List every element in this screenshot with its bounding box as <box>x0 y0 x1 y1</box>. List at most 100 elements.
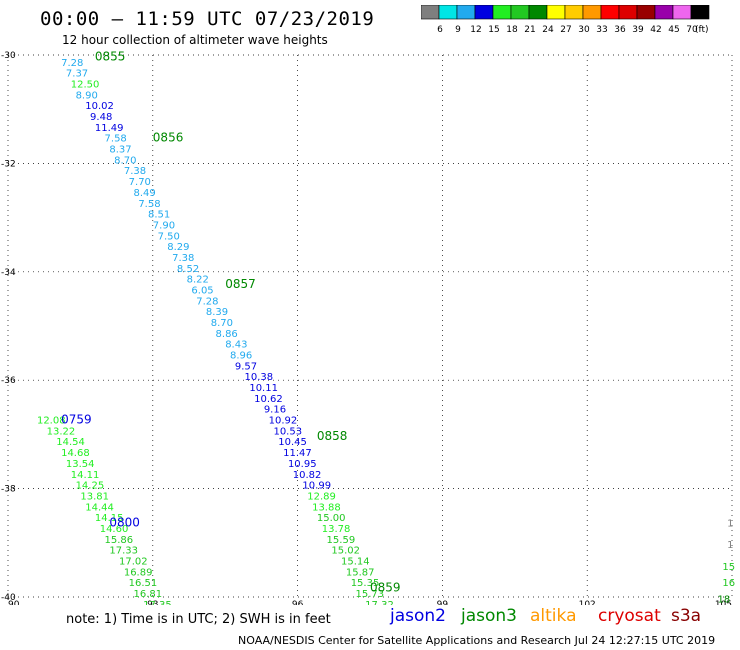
swh-value-jason2: 13.54 <box>66 459 95 470</box>
y-tick-label: -34 <box>1 268 16 278</box>
swh-value-jason3: 8.52 <box>177 264 199 275</box>
swh-value-jason3: 7.58 <box>138 199 160 210</box>
swh-value-jason3: 10.53 <box>273 426 302 437</box>
swh-value-jason3: 10.02 <box>85 101 114 112</box>
legend-label: 27 <box>560 25 571 35</box>
pass-time-label: 0857 <box>225 277 256 291</box>
swh-value-jason3: 7.28 <box>196 296 218 307</box>
swh-value-jason3: 15.00 <box>317 513 346 524</box>
legend-label: 70 <box>686 25 698 35</box>
swh-value-jason2: 12.08 <box>37 416 66 427</box>
swh-value-jason2: 13.81 <box>80 491 109 502</box>
satellite-jason3: jason3 <box>461 606 517 626</box>
swh-value-jason3: 8.90 <box>76 90 98 101</box>
swh-value-jason3: 7.28 <box>61 58 83 69</box>
pass-time-label: 0855 <box>95 49 126 63</box>
legend-label: 30 <box>578 25 590 35</box>
swh-value-jason2: 14.15 <box>95 513 124 524</box>
swh-value-jason3: 8.29 <box>167 242 189 253</box>
y-tick-label: -40 <box>1 593 16 603</box>
swh-value-jason2: 16.81 <box>133 589 162 600</box>
swh-value-jason3: 10.82 <box>293 470 322 481</box>
swh-value-jason3: 7.38 <box>124 166 146 177</box>
swh-value-jason3: 7.37 <box>66 69 88 80</box>
swh-value-jason3: 8.51 <box>148 210 170 221</box>
satellite-cryosat: cryosat <box>598 606 661 626</box>
swh-value-jason3: 11.49 <box>95 123 124 134</box>
pass-time-label: 0859 <box>370 581 401 595</box>
pass-time-label: 0800 <box>109 516 140 530</box>
legend-label: 24 <box>542 25 554 35</box>
swh-value-jason3: 9.16 <box>264 405 286 416</box>
swh-value-jason2: 14.44 <box>85 502 114 513</box>
swh-value-jason2: 14.54 <box>56 437 85 448</box>
swh-value-jason3: 8.70 <box>114 155 136 166</box>
altimeter-map: 90 93 96 99 102 105-30-32-34-36-38-4012.0813.… <box>1 49 735 605</box>
swh-value-jason3: 7.70 <box>129 177 151 188</box>
x-tick-label: 105 <box>715 600 732 605</box>
footer-credit: NOAA/NESDIS Center for Satellite Applica… <box>238 634 716 647</box>
swh-value-jason3: 9.48 <box>90 112 112 123</box>
swh-value-jason3: 15.02 <box>331 546 360 557</box>
swh-value-jason3: 17.32 <box>365 600 394 605</box>
legend-label: 21 <box>524 25 535 35</box>
swh-value-s3a: 16 <box>722 578 735 589</box>
legend-label: 18 <box>506 25 518 35</box>
swh-value-jason3: 15.14 <box>341 556 370 567</box>
swh-value-jason3: 13.88 <box>312 502 341 513</box>
swh-value-jason2: 17.35 <box>143 600 172 605</box>
swh-value-jason3: 13.78 <box>322 524 351 535</box>
swh-value-jason3: 8.86 <box>216 329 238 340</box>
pass-time-label: 0858 <box>317 429 348 443</box>
swh-value-jason2: 14.60 <box>100 524 129 535</box>
swh-value-jason3: 10.92 <box>269 416 298 427</box>
swh-value-jason2: 15.86 <box>105 535 134 546</box>
swh-value-s3a: 15 <box>722 562 735 573</box>
swh-value-jason3: 8.49 <box>133 188 155 199</box>
swh-value-jason3: 7.38 <box>172 253 194 264</box>
legend-label: 6 <box>437 25 443 35</box>
legend-label: 12 <box>470 25 481 35</box>
legend-label: 36 <box>614 25 626 35</box>
swh-value-s3a: 18 <box>718 594 731 605</box>
swh-value-jason3: 15.59 <box>327 535 356 546</box>
swh-value-jason3: 10.62 <box>254 394 283 405</box>
legend-label: 9 <box>455 25 461 35</box>
x-tick-label: 99 <box>437 600 449 605</box>
legend-unit: (ft) <box>695 25 709 35</box>
swh-value-jason2: 13.22 <box>47 426 76 437</box>
swh-value-jason3: 12.89 <box>307 491 336 502</box>
y-tick-label: -36 <box>1 376 16 386</box>
x-tick-label: 102 <box>579 600 596 605</box>
swh-value-jason2: 17.02 <box>119 556 148 567</box>
swh-value-jason3: 15.73 <box>356 589 385 600</box>
swh-value-jason3: 6.05 <box>191 285 213 296</box>
swh-value-jason2: 14.11 <box>71 470 100 481</box>
swh-value-jason3: 8.70 <box>211 318 233 329</box>
swh-value-jason2: 16.89 <box>124 567 153 578</box>
swh-value-jason3: 10.45 <box>278 437 307 448</box>
pass-time-label: 0856 <box>153 131 184 145</box>
x-tick-label: 90 <box>8 600 20 605</box>
pass-time-label: 0759 <box>61 413 92 427</box>
y-tick-label: -32 <box>1 159 16 169</box>
swh-value-jason3: 8.43 <box>225 340 247 351</box>
swh-value-jason3: 10.95 <box>288 459 317 470</box>
legend-swatch <box>690 5 710 20</box>
swh-value-jason3: 15.87 <box>346 567 375 578</box>
satellite-altika: altika <box>530 606 577 626</box>
swh-value-jason3: 8.22 <box>187 275 209 286</box>
legend-label: 15 <box>488 25 499 35</box>
y-tick-label: -38 <box>1 485 16 495</box>
swh-value-jason3: 10.38 <box>245 372 274 383</box>
swh-value-jason3: 7.90 <box>153 220 175 231</box>
swh-value-jason3: 8.39 <box>206 307 228 318</box>
legend-label: 45 <box>668 25 679 35</box>
x-tick-label: 93 <box>147 600 158 605</box>
swh-value-jason3: 8.37 <box>109 145 131 156</box>
swh-value-jason3: 15.35 <box>351 578 380 589</box>
satellite-jason2: jason2 <box>390 606 446 626</box>
map-subtitle: 12 hour collection of altimeter wave hei… <box>62 33 328 47</box>
swh-value-s3a: 1 <box>727 540 733 551</box>
legend-label: 42 <box>650 25 661 35</box>
